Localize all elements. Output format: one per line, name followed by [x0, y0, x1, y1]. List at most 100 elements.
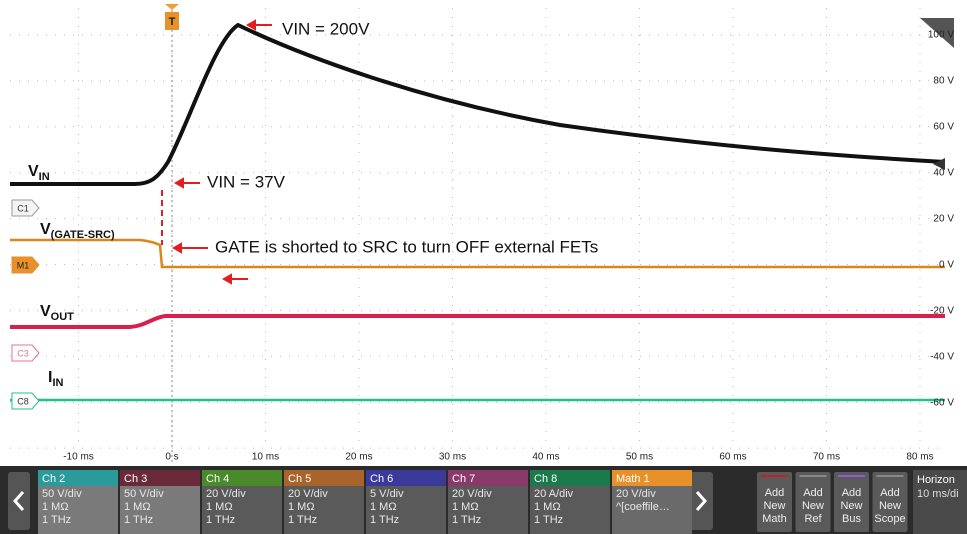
scroll-left[interactable] — [8, 472, 30, 530]
x-axis-label: 70 ms — [813, 452, 840, 463]
card-line: 20 V/div — [452, 488, 492, 500]
card-line: 20 V/div — [288, 488, 328, 500]
x-axis-label: -10 ms — [63, 452, 94, 463]
card-title: Ch 3 — [124, 473, 147, 485]
label-sub: OUT — [51, 311, 75, 323]
card-line: 20 V/div — [206, 488, 246, 500]
button-text: Add — [803, 487, 823, 499]
label-sub: IN — [39, 171, 50, 183]
channel-card[interactable]: Math 1 20 V/div^[coeffile… — [612, 470, 692, 534]
vin-trace — [10, 22, 946, 186]
button-bg — [834, 472, 869, 532]
card-header — [366, 470, 446, 486]
button-text: New — [840, 500, 862, 512]
y-axis-label: 80 V — [933, 76, 954, 87]
y-axis-label: 40 V — [933, 168, 954, 179]
waveform-label: V(GATE-SRC) — [40, 221, 115, 241]
level-marker — [933, 158, 945, 170]
x-axis-label: 50 ms — [626, 452, 653, 463]
plot-background — [0, 0, 967, 466]
arrows — [171, 19, 272, 285]
card-line: 1 THz — [42, 514, 71, 526]
card-header — [530, 470, 610, 486]
x-axis-label: 10 ms — [252, 452, 279, 463]
card-line: 1 MΩ — [42, 501, 69, 513]
card-title: Ch 6 — [370, 473, 393, 485]
card-header — [448, 470, 528, 486]
trigger-arrow — [165, 4, 179, 10]
x-axis-label: 80 ms — [906, 452, 933, 463]
channel-marker-label: M1 — [17, 260, 30, 270]
card-header — [612, 470, 692, 486]
card-title: Ch 8 — [534, 473, 557, 485]
card-line: 20 A/div — [534, 488, 574, 500]
card-line: 1 MΩ — [534, 501, 561, 513]
horizontal-panel[interactable]: Horizon 10 ms/di — [913, 470, 967, 534]
label-main: V — [28, 163, 39, 180]
scroll-right[interactable] — [689, 472, 713, 530]
annotation: VIN = 37V — [207, 172, 286, 191]
button-bg — [872, 472, 908, 532]
waveform-label: VOUT — [40, 303, 74, 323]
channel-marker-label: C8 — [17, 396, 29, 406]
y-axis-label: 0 V — [939, 260, 954, 271]
card-header — [284, 470, 364, 486]
button-bg — [757, 472, 792, 532]
card-line: 1 THz — [206, 514, 235, 526]
gate-trace — [10, 238, 945, 269]
card-title: Ch 7 — [452, 473, 475, 485]
card-line: 1 THz — [452, 514, 481, 526]
y-axis-label: 60 V — [933, 122, 954, 133]
button-text: New — [763, 500, 785, 512]
channel-marker-label: C3 — [17, 348, 29, 358]
button-text: Ref — [804, 513, 822, 525]
card-line: 50 V/div — [42, 488, 82, 500]
label-main: I — [48, 369, 52, 386]
card-title: Ch 5 — [288, 473, 311, 485]
button-text: Add — [765, 487, 785, 499]
trigger-badge — [165, 12, 179, 30]
x-axis-label: 20 ms — [345, 452, 372, 463]
scroll-right-icon — [695, 491, 708, 511]
x-axis-label: 60 ms — [719, 452, 746, 463]
card-line: 1 THz — [370, 514, 399, 526]
card-line: 1 MΩ — [370, 501, 397, 513]
card-line: 5 V/div — [370, 488, 404, 500]
button-text: Bus — [842, 513, 861, 525]
x-axis-label: 0 s — [165, 452, 178, 463]
panel-scale: 10 ms/di — [917, 488, 959, 500]
card-line: 1 THz — [124, 514, 153, 526]
label-main: V — [40, 221, 51, 238]
card-line: 1 MΩ — [452, 501, 479, 513]
button-text: New — [802, 500, 824, 512]
channel-marker — [11, 344, 40, 362]
annotation: VIN = 200V — [282, 19, 370, 38]
waveform-label: IIN — [48, 369, 64, 389]
panel-bg — [913, 470, 967, 534]
button-text: Add — [880, 487, 900, 499]
card-line: 20 V/div — [616, 488, 656, 500]
card-line: 1 THz — [288, 514, 317, 526]
panel-title: Horizon — [917, 474, 955, 486]
y-axis-label: 100 V — [928, 30, 954, 41]
card-line: ^[coeffile… — [616, 501, 670, 513]
button-text: Add — [842, 487, 862, 499]
card-title: Ch 2 — [42, 473, 65, 485]
y-axis-label: -40 V — [930, 352, 954, 363]
card-line: 1 MΩ — [124, 501, 151, 513]
card-title: Math 1 — [616, 473, 650, 485]
channel-marker — [11, 256, 40, 274]
card-header — [120, 470, 200, 486]
